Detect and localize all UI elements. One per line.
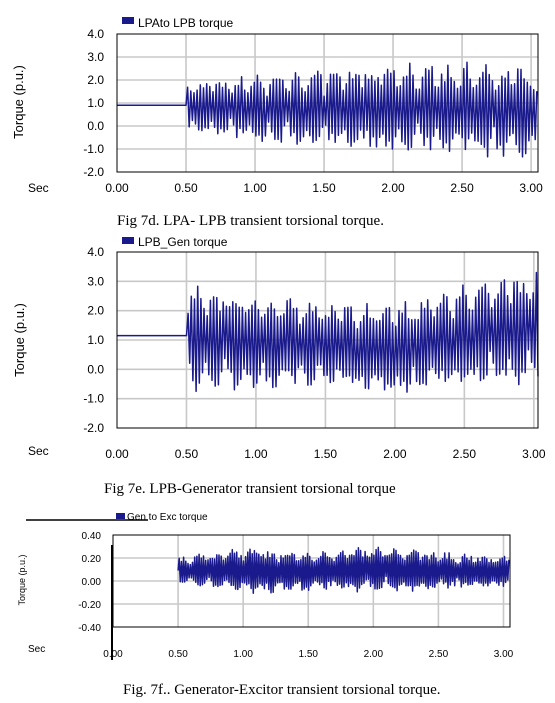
x-tick-label: 2.00 [364, 649, 384, 660]
x-axis-label: Sec [28, 444, 49, 458]
plot-frame [116, 33, 539, 173]
x-tick-label: 2.00 [381, 181, 405, 195]
x-tick-label: 3.00 [522, 447, 546, 461]
y-axis-label: Torque (p.u.) [11, 65, 26, 139]
legend-swatch [122, 237, 134, 244]
y-tick-label: 0.40 [82, 531, 102, 542]
x-tick-label: 1.50 [299, 649, 319, 660]
x-tick-label: 2.50 [429, 649, 449, 660]
y-tick-label: -2.0 [83, 165, 104, 179]
x-tick-label: 0.50 [175, 447, 199, 461]
y-tick-label: 3.0 [87, 274, 104, 288]
y-tick-label: 0.20 [82, 554, 102, 565]
y-tick-label: -0.20 [78, 600, 101, 611]
x-tick-label: 0.00 [105, 447, 129, 461]
x-tick-label: 3.00 [494, 649, 514, 660]
series-line [117, 271, 539, 393]
y-tick-label: -2.0 [83, 421, 104, 435]
x-axis-label: Sec [28, 644, 45, 655]
x-tick-label: 3.00 [519, 181, 543, 195]
y-tick-label: 2.0 [87, 304, 104, 318]
x-tick-label: 1.00 [244, 447, 268, 461]
x-tick-label: 0.50 [174, 181, 198, 195]
x-tick-label: 2.00 [383, 447, 407, 461]
figure-caption: Fig. 7f.. Generator-Excitor transient to… [123, 682, 441, 698]
y-tick-label: -1.0 [83, 142, 104, 156]
x-tick-label: 1.50 [314, 447, 338, 461]
y-axis-label: Torque (p.u.) [12, 303, 27, 377]
plot-frame [116, 251, 539, 429]
y-tick-label: 1.0 [87, 333, 104, 347]
x-tick-label: 2.50 [450, 181, 474, 195]
y-tick-label: 1.0 [87, 96, 104, 110]
x-tick-label: 1.00 [243, 181, 267, 195]
y-tick-label: -1.0 [83, 392, 104, 406]
chart-7e: LPB_Gen torque Sec Torque (p.u.) Fig 7e.… [12, 235, 546, 497]
y-tick-label: 0.0 [87, 119, 104, 133]
x-tick-label: 0.00 [105, 181, 129, 195]
legend-label: Gen to Exc torque [127, 512, 208, 523]
series-line [177, 546, 510, 594]
chart-7f: Gen to Exc torque Sec Torque (p.u.) Fig.… [17, 512, 514, 698]
x-tick-label: 2.50 [453, 447, 477, 461]
x-tick-label: 1.00 [233, 649, 253, 660]
y-tick-label: 2.0 [87, 73, 104, 87]
y-tick-label: 4.0 [87, 245, 104, 259]
y-axis-label: Torque (p.u.) [17, 554, 27, 605]
plot-frame [112, 534, 511, 628]
x-axis-label: Sec [28, 181, 49, 195]
y-tick-label: 0.00 [82, 577, 102, 588]
y-tick-label: 0.0 [87, 362, 104, 376]
chart-7d: LPAto LPB torque Sec Torque (p.u.) Fig 7… [11, 16, 543, 229]
x-tick-label: 0.00 [103, 649, 123, 660]
figure-caption: Fig 7d. LPA- LPB transient torsional tor… [117, 213, 384, 229]
legend-swatch [116, 513, 125, 519]
legend-label: LPAto LPB torque [138, 16, 234, 30]
series-line [117, 61, 538, 158]
legend-label: LPB_Gen torque [138, 235, 228, 249]
y-tick-label: 4.0 [87, 27, 104, 41]
legend-swatch [122, 17, 134, 24]
x-tick-label: 1.50 [312, 181, 336, 195]
y-tick-label: 3.0 [87, 50, 104, 64]
x-tick-label: 0.50 [168, 649, 188, 660]
figure-caption: Fig 7e. LPB-Generator transient torsiona… [104, 481, 396, 497]
y-tick-label: -0.40 [78, 623, 101, 634]
